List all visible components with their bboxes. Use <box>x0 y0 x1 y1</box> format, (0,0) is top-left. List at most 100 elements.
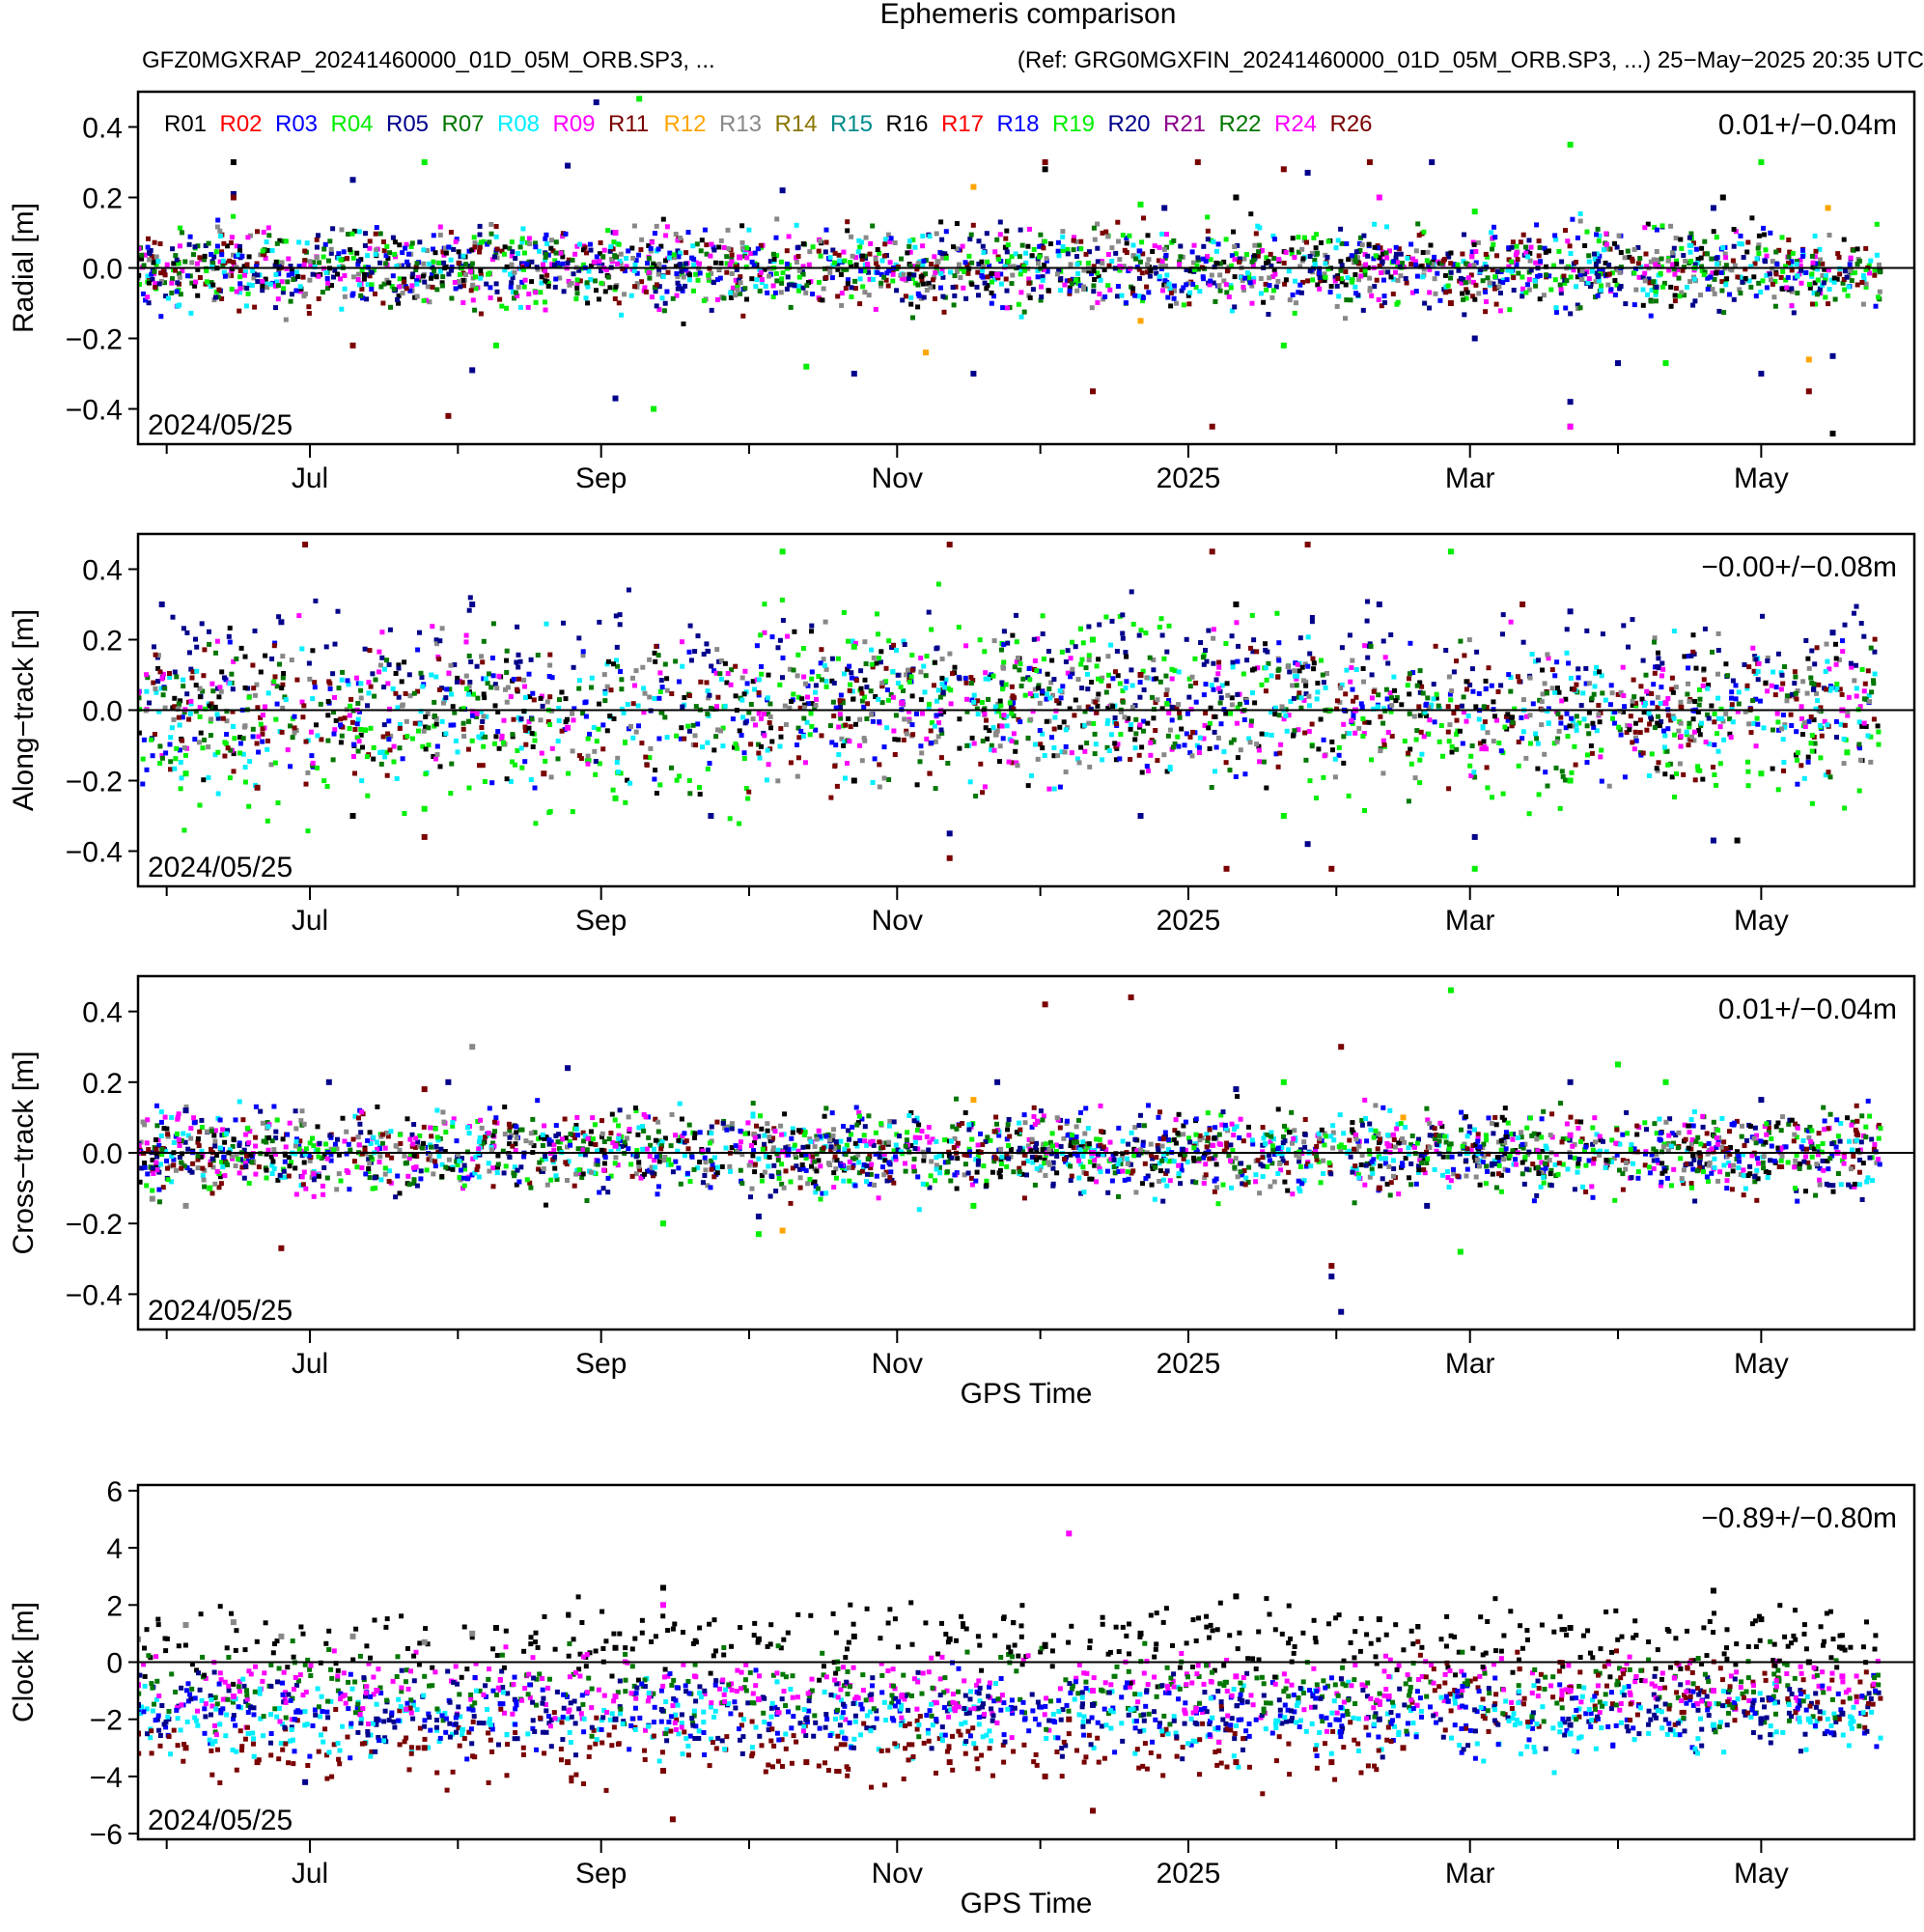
scatter-point-bg <box>1087 764 1093 770</box>
scatter-point-bg <box>1095 259 1101 265</box>
scatter-point-bg <box>385 256 391 262</box>
scatter-point-bg <box>172 766 178 771</box>
scatter-point-bg <box>571 271 576 277</box>
scatter-point-bg <box>543 258 548 264</box>
scatter-point-bg <box>729 252 735 258</box>
scatter-point-bg <box>919 278 925 284</box>
scatter-point-bg <box>1145 269 1150 275</box>
scatter-point-bg <box>1802 724 1808 729</box>
scatter-point-bg <box>1232 244 1238 249</box>
scatter-point-bg <box>280 705 286 711</box>
scatter-point-bg <box>873 306 878 312</box>
scatter-point-bg <box>471 235 477 240</box>
scatter-point-bg <box>469 261 475 266</box>
scatter-point-bg <box>1516 763 1521 769</box>
scatter-point-bg <box>648 248 654 254</box>
scatter-point-bg <box>1687 737 1693 742</box>
scatter-point-bg <box>1417 689 1423 695</box>
scatter-point-bg <box>380 300 386 306</box>
scatter-point-bg <box>1275 764 1281 770</box>
scatter-point-bg <box>165 295 171 301</box>
scatter-point-bg <box>877 656 881 661</box>
scatter-point-bg <box>616 241 622 247</box>
scatter-point-bg <box>237 243 242 249</box>
scatter-point-bg <box>1779 726 1785 732</box>
scatter-point-bg <box>378 284 384 290</box>
scatter-point-bg <box>1769 683 1774 688</box>
scatter-point-bg <box>149 254 154 259</box>
scatter-point-bg <box>1344 241 1350 246</box>
scatter-point-bg <box>1632 729 1638 735</box>
scatter-point-bg <box>840 700 846 706</box>
scatter-point-bg <box>713 734 719 740</box>
scatter-point-bg <box>1717 761 1723 767</box>
scatter-point-bg <box>359 286 365 292</box>
scatter-point-bg <box>964 696 969 702</box>
scatter-point-bg <box>504 699 510 705</box>
scatter-point-bg <box>1396 246 1402 252</box>
scatter-point-bg <box>920 263 926 268</box>
scatter-point-bg <box>1731 227 1737 232</box>
scatter-point-bg <box>1778 274 1784 280</box>
scatter-point-bg <box>1448 269 1454 275</box>
scatter-point-bg <box>871 655 877 660</box>
scatter-point-bg <box>477 763 482 769</box>
scatter-point-bg <box>1765 655 1771 660</box>
scatter-point-bg <box>1754 256 1760 262</box>
scatter-point-bg <box>890 669 896 674</box>
scatter-point-bg <box>1393 244 1399 250</box>
scatter-point-bg <box>1872 267 1878 273</box>
scatter-point-bg <box>1225 692 1231 698</box>
scatter-point-bg <box>386 718 392 724</box>
scatter-point-bg <box>1854 603 1859 609</box>
scatter-point-bg <box>1086 268 1092 274</box>
scatter-point-bg <box>898 685 904 689</box>
scatter-point-bg <box>795 244 801 250</box>
scatter-point-bg <box>162 272 168 278</box>
scatter-point-bg <box>800 241 806 247</box>
scatter-point-bg <box>1733 696 1739 702</box>
scatter-point-bg <box>1821 280 1826 286</box>
scatter-point-bg <box>1345 275 1351 281</box>
scatter-point-bg <box>329 283 334 288</box>
scatter-point-bg <box>1338 267 1344 273</box>
scatter-point-bg <box>1454 704 1460 710</box>
scatter-point-bg <box>1468 773 1474 778</box>
scatter-point-bg <box>764 777 769 783</box>
scatter-point-bg <box>756 750 762 756</box>
scatter-point-bg <box>1635 261 1641 266</box>
scatter-point-bg <box>355 262 361 267</box>
scatter-point-bg <box>141 291 146 296</box>
x-tick-label: Sep <box>575 462 627 494</box>
scatter-point-bg <box>521 709 527 714</box>
scatter-point-bg <box>1770 259 1775 265</box>
scatter-point-bg <box>155 259 161 264</box>
scatter-point-bg <box>838 272 844 277</box>
scatter-point-bg <box>1599 673 1604 679</box>
scatter-point-bg <box>663 233 669 238</box>
scatter-point-bg <box>1064 278 1070 284</box>
scatter-point-bg <box>1436 706 1442 712</box>
scatter-point-bg <box>1182 742 1187 748</box>
scatter-point-bg <box>797 705 803 711</box>
scatter-point-bg <box>975 698 981 704</box>
scatter-point-bg <box>948 701 954 707</box>
scatter-point-bg <box>1100 757 1105 763</box>
scatter-point-bg <box>1871 716 1877 722</box>
scatter-point-bg <box>1382 655 1388 660</box>
scatter-point-bg <box>602 698 608 704</box>
scatter-point-bg <box>160 692 166 698</box>
scatter-point-bg <box>1693 246 1699 252</box>
scatter-point-bg <box>1812 254 1818 260</box>
scatter-point-bg <box>1562 777 1568 783</box>
scatter-point-bg <box>339 733 345 739</box>
scatter-point-bg <box>480 734 486 740</box>
scatter-point-bg <box>1867 270 1872 276</box>
scatter-point-bg <box>1212 729 1217 735</box>
scatter-point-bg <box>970 678 976 683</box>
scatter-point-bg <box>882 241 888 247</box>
scatter-point-bg <box>1255 253 1261 259</box>
scatter-point-bg <box>1516 270 1521 276</box>
scatter-point-bg <box>1430 262 1436 267</box>
